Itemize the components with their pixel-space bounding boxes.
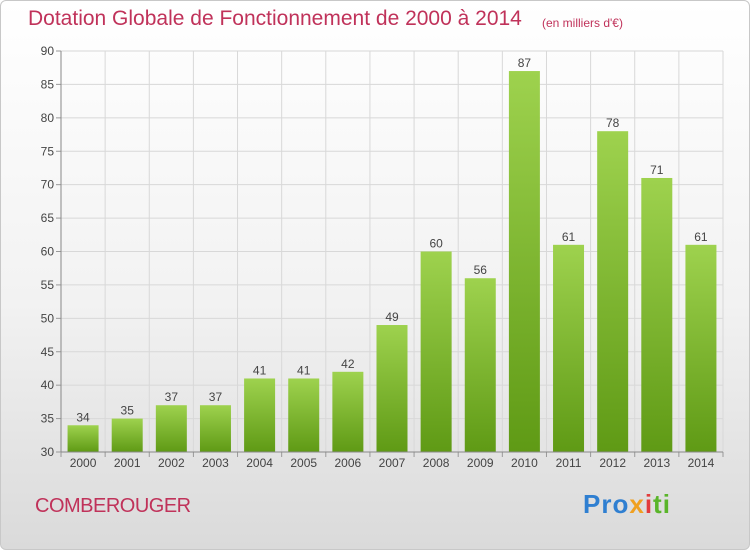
x-tick-label: 2001 <box>114 456 141 470</box>
y-tick-label: 80 <box>41 111 55 125</box>
bar <box>244 378 276 452</box>
logo-part-2: x <box>629 489 645 519</box>
y-tick-label: 30 <box>41 445 55 459</box>
x-tick-label: 2005 <box>290 456 317 470</box>
data-label: 35 <box>121 404 135 418</box>
proxiti-logo[interactable]: Proxiti <box>583 489 671 520</box>
x-tick-label: 2010 <box>511 456 538 470</box>
bar <box>155 405 187 452</box>
y-tick-label: 90 <box>41 44 55 58</box>
bar <box>332 371 364 452</box>
chart-title: Dotation Globale de Fonctionnement de 20… <box>28 7 522 30</box>
x-tick-label: 2011 <box>556 456 582 470</box>
y-tick-label: 70 <box>41 178 55 192</box>
data-label: 37 <box>165 390 179 404</box>
data-label: 78 <box>606 116 620 130</box>
x-tick-label: 2013 <box>643 456 670 470</box>
data-label: 37 <box>209 390 223 404</box>
x-tick-label: 2008 <box>423 456 450 470</box>
data-label: 41 <box>253 363 267 377</box>
axes <box>56 50 724 457</box>
x-tick-label: 2006 <box>335 456 362 470</box>
data-label: 71 <box>650 163 664 177</box>
bar <box>553 244 585 452</box>
bar <box>508 71 540 453</box>
bar <box>597 131 629 452</box>
x-tick-label: 2014 <box>688 456 715 470</box>
y-tick-label: 75 <box>41 144 55 158</box>
bar <box>641 177 673 452</box>
data-label: 41 <box>297 363 311 377</box>
y-tick-label: 50 <box>41 311 55 325</box>
bar <box>288 378 320 452</box>
x-tick-label: 2012 <box>599 456 626 470</box>
bar <box>685 244 717 452</box>
x-tick-label: 2007 <box>379 456 406 470</box>
x-tick-label: 2000 <box>70 456 97 470</box>
x-tick-label: 2009 <box>467 456 494 470</box>
logo-part-3: i <box>644 489 654 519</box>
y-tick-label: 60 <box>41 245 55 259</box>
data-label: 87 <box>518 56 532 70</box>
data-label: 42 <box>341 357 355 371</box>
y-tick-label: 40 <box>41 378 55 392</box>
bar <box>67 425 99 452</box>
bar <box>464 278 496 452</box>
bar <box>199 405 231 452</box>
data-label: 61 <box>562 230 576 244</box>
y-tick-label: 65 <box>41 211 55 225</box>
logo-part-4: ti <box>653 489 671 519</box>
data-label: 56 <box>474 263 488 277</box>
bar <box>376 325 408 452</box>
y-tick-label: 55 <box>41 278 55 292</box>
y-tick-label: 35 <box>41 412 55 426</box>
bars <box>67 71 717 453</box>
x-tick-label: 2003 <box>202 456 229 470</box>
logo-part-1: Pro <box>583 489 630 519</box>
y-tick-label: 45 <box>41 345 55 359</box>
bar <box>420 251 452 452</box>
data-label: 61 <box>694 230 708 244</box>
y-tick-label: 85 <box>41 77 55 91</box>
chart-unit: (en milliers d'€) <box>542 16 623 30</box>
labels: 30 35 40 45 50 55 60 65 70 75 80 85 90 34 2000 35 2001 37… <box>41 44 715 470</box>
data-label: 34 <box>76 410 90 424</box>
data-label: 49 <box>385 310 399 324</box>
commune-name: COMBEROUGER <box>35 495 191 517</box>
x-tick-label: 2002 <box>158 456 185 470</box>
x-tick-label: 2004 <box>246 456 273 470</box>
data-label: 60 <box>429 237 443 251</box>
bar <box>111 418 143 452</box>
